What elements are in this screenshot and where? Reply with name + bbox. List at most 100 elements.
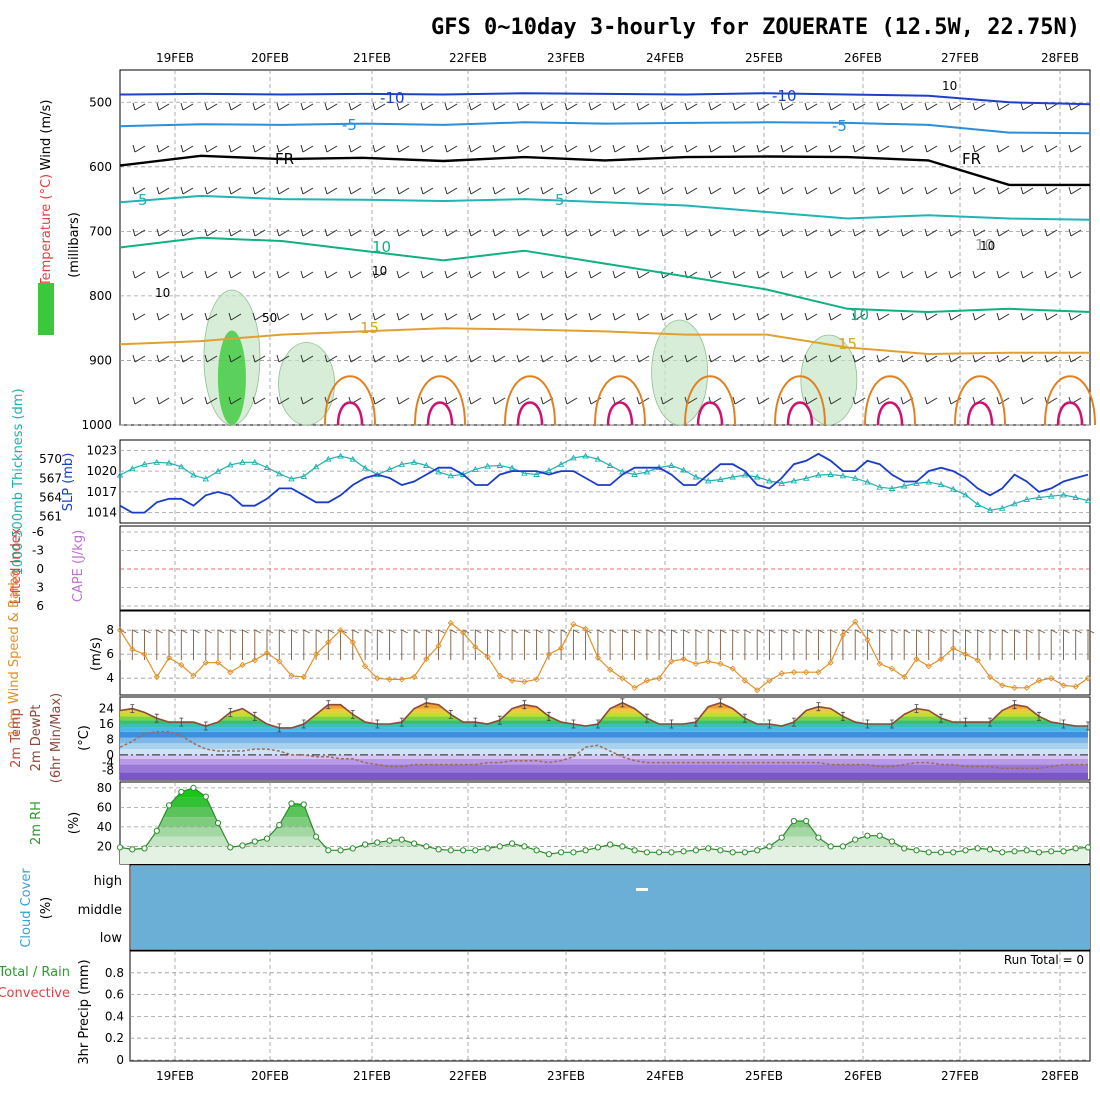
thickness-marker [496, 462, 504, 468]
wind-barb [948, 228, 962, 237]
wind-barb [444, 102, 458, 111]
wind-barb [924, 354, 938, 363]
surface-wind-barb [205, 629, 213, 660]
bottom-date-label: 23FEB [547, 1069, 585, 1083]
wind-barb [1044, 228, 1058, 237]
wind-speed-marker [680, 655, 687, 663]
wind-speed-marker [594, 654, 602, 661]
wind-barb [684, 312, 698, 321]
rh-marker [484, 845, 491, 852]
hot-contour [516, 401, 544, 426]
hot-contour [876, 401, 904, 426]
wind-speed-marker [116, 627, 124, 634]
thickness-marker [680, 466, 687, 473]
thickness-marker [1072, 494, 1079, 500]
wind-barb [804, 144, 818, 153]
wind-barb [1044, 144, 1058, 153]
wind-speed-tick-label: 8 [106, 623, 114, 637]
rh-marker [974, 845, 981, 852]
minmax-marker [669, 719, 674, 729]
surface-wind-barb [891, 629, 899, 660]
cloud-level-label: high [94, 874, 122, 889]
precip-axis-label: 3hr Precip (mm) [77, 959, 92, 1064]
wind-barb [924, 102, 938, 111]
surface-wind-barb [1050, 629, 1058, 660]
thickness-marker [570, 454, 577, 461]
rh-tick-label: 60 [97, 800, 112, 814]
wind-speed-marker [876, 660, 883, 667]
pressure-tick-label: 700 [89, 224, 112, 238]
wind-barb [1068, 312, 1082, 321]
wind-barb [324, 186, 338, 195]
2m-rh-axis-label: 2m RH [29, 801, 44, 845]
top-date-label: 23FEB [547, 51, 585, 65]
surface-wind-barb [438, 629, 445, 660]
wind-barb [348, 270, 362, 279]
wind-speed-marker [300, 673, 307, 681]
temperature-tick-label: 24 [99, 702, 114, 716]
wind-barb [516, 354, 530, 363]
wind-barb [492, 102, 506, 111]
thickness-marker [447, 472, 455, 479]
surface-wind-barb [830, 629, 837, 660]
wind-barb [972, 312, 986, 321]
wind-barb [204, 186, 218, 195]
rh-marker [116, 844, 124, 851]
wind-barb [588, 102, 602, 111]
minmax-marker [203, 721, 208, 731]
bottom-date-label: 20FEB [251, 1069, 289, 1083]
temperature-contour-label: -10 [380, 89, 405, 107]
thickness-tick-label: 564 [39, 490, 62, 504]
temperature-contour-label: -5 [832, 117, 847, 135]
rh-marker [251, 838, 258, 845]
surface-wind-barb [609, 629, 617, 660]
wind-barb [732, 228, 746, 237]
wind-barb [516, 396, 530, 405]
surface-wind-barb [866, 629, 874, 660]
wind-speed-marker [827, 659, 834, 666]
wind-barb [756, 186, 770, 195]
wind-barb [372, 228, 386, 237]
wind-barb [876, 186, 890, 195]
wind-speed-marker [570, 621, 577, 628]
rh-marker [435, 846, 442, 853]
millibars-axis-label: (millibars) [67, 212, 82, 278]
wind-barb [396, 144, 410, 153]
wind-barb [204, 396, 218, 405]
rh-color-band [120, 807, 1088, 818]
wind-barb [708, 354, 722, 363]
wind-barb [516, 186, 530, 195]
wind-barb [828, 270, 842, 279]
wind-speed-marker [852, 618, 859, 625]
thickness-marker [545, 467, 553, 474]
thickness-marker [423, 462, 430, 468]
wind-barb [468, 396, 482, 405]
surface-wind-barb [193, 629, 200, 660]
top-date-label: 27FEB [941, 51, 979, 65]
wind-barb [252, 228, 266, 237]
minmax-marker [375, 719, 380, 729]
wind-speed-marker [129, 646, 136, 653]
wind-barb [228, 228, 242, 237]
wind-barb [1068, 354, 1082, 363]
wind-barb [924, 186, 938, 195]
wind-barb [516, 270, 530, 279]
wind-speed-marker [913, 655, 920, 663]
wind-barb [636, 270, 650, 279]
thickness-marker [1084, 497, 1092, 504]
wind-barb [636, 144, 650, 153]
wind-barb [972, 354, 986, 363]
wind-barb [588, 186, 602, 195]
rh-high-shading [217, 330, 246, 425]
bottom-date-label: 28FEB [1041, 1069, 1079, 1083]
thickness-marker [839, 472, 847, 479]
wind-barb [564, 354, 578, 363]
thickness-marker [435, 468, 442, 475]
temperature-tick-label: 16 [99, 717, 114, 731]
wind-speed-marker [361, 663, 369, 670]
wind-barb [684, 144, 698, 153]
wind-barb [492, 186, 506, 195]
wind-speed-marker [1011, 684, 1018, 691]
wind-speed-line [119, 620, 1089, 691]
thickness-marker [190, 471, 197, 478]
